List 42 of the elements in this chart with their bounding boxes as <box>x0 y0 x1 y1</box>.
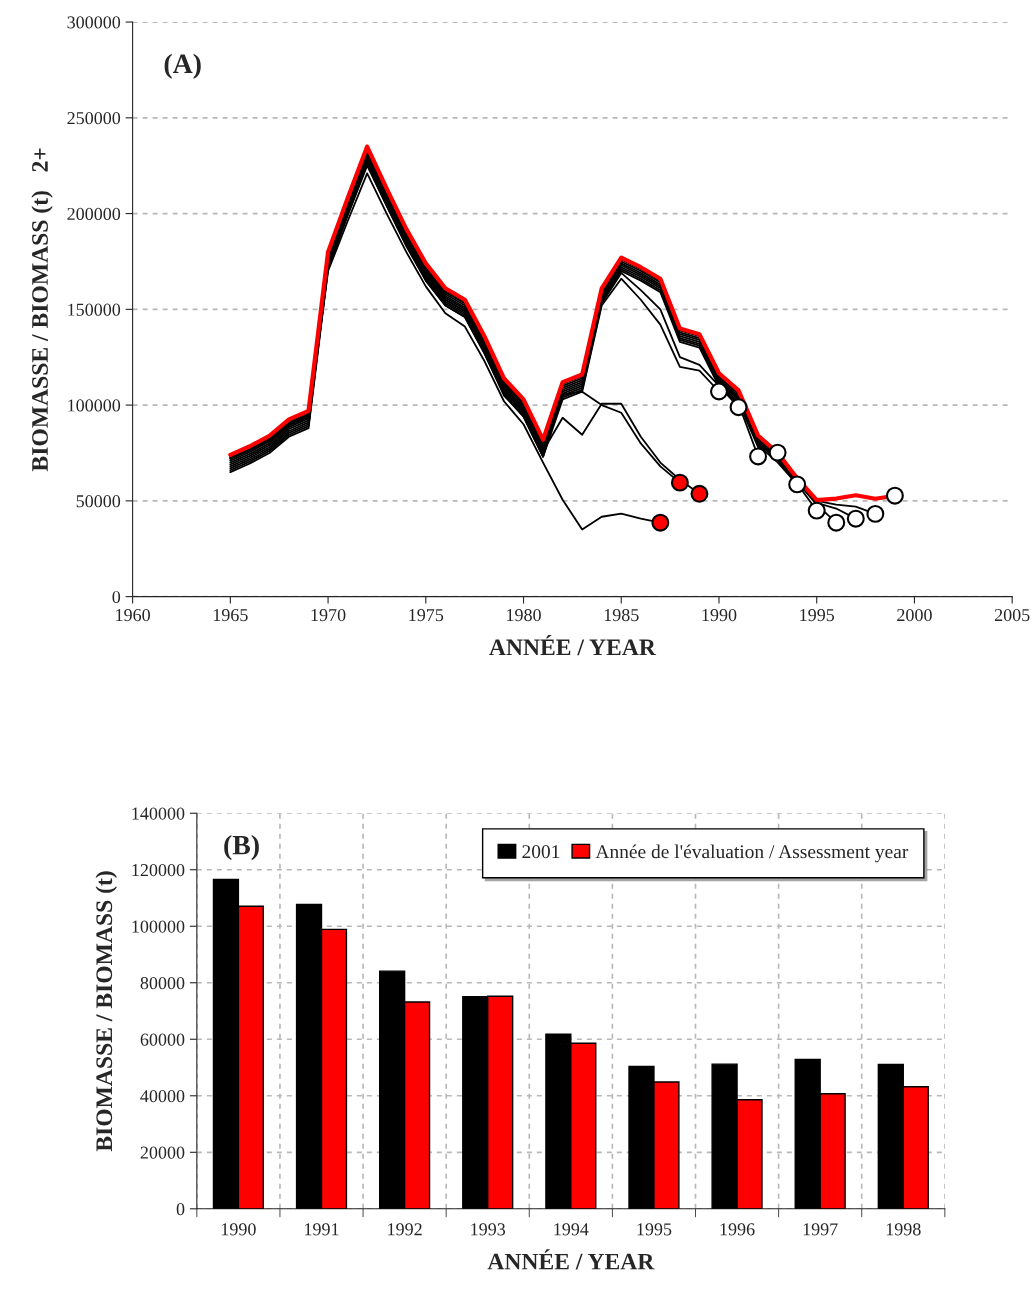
annotation: (A) <box>164 53 201 79</box>
x-tick-label: 1991 <box>305 1223 339 1236</box>
x-tick-label: 1994 <box>554 1223 589 1236</box>
annotation: (B) <box>224 834 259 861</box>
x-tick-label: 1997 <box>803 1223 838 1236</box>
y-tick-label: 250000 <box>67 112 121 125</box>
x-tick-label: 1965 <box>213 609 248 622</box>
x-tick-label: 1993 <box>471 1223 506 1236</box>
x-tick-label: 1960 <box>116 608 150 622</box>
x-tick-label: 1995 <box>637 1223 672 1236</box>
x-tick-label: 1992 <box>388 1223 422 1236</box>
x-tick-label: 1980 <box>507 608 541 622</box>
x-tick-label: 2000 <box>897 608 932 622</box>
x-tick-label: 1975 <box>409 609 444 622</box>
x-tick-label: 1995 <box>800 609 835 622</box>
y-tick-label: 60000 <box>140 1033 185 1046</box>
x-tick-label: 2005 <box>994 608 1030 622</box>
y-tick-label: 40000 <box>140 1090 185 1103</box>
y-tick-label: 150000 <box>68 303 121 316</box>
y-tick-label: 300000 <box>67 16 121 29</box>
x-tick-label: 1985 <box>604 608 639 622</box>
y-axis-title: BIOMASSE / BIOMASS (t) <box>95 871 117 1152</box>
y-tick-label: 0 <box>112 590 121 604</box>
y-tick-label: 200000 <box>67 207 121 221</box>
x-tick-label: 1990 <box>702 608 737 622</box>
y-tick-label: 120000 <box>132 863 185 877</box>
y-tick-label: 140000 <box>132 807 185 820</box>
y-tick-label: 20000 <box>140 1146 185 1159</box>
x-tick-label: 1996 <box>720 1223 755 1236</box>
y-tick-label: 0 <box>176 1203 185 1216</box>
y-tick-label: 50000 <box>76 495 121 508</box>
x-tick-label: 1990 <box>221 1223 256 1236</box>
y-tick-label: 100000 <box>68 399 121 412</box>
legend-label: Année de l'évaluation / Assessment year <box>595 844 909 863</box>
x-tick-label: 1998 <box>886 1223 921 1236</box>
y-tick-label: 80000 <box>140 977 185 990</box>
x-tick-label: 1970 <box>311 608 346 622</box>
legend-label: 2001 <box>522 845 560 859</box>
y-tick-label: 100000 <box>132 920 185 933</box>
x-axis-title: ANNÉE / YEAR <box>487 1249 655 1270</box>
x-axis-title: ANNÉE / YEAR <box>489 634 657 656</box>
y-axis-title: BIOMASSE / BIOMASS (t) 2+ <box>31 148 53 472</box>
